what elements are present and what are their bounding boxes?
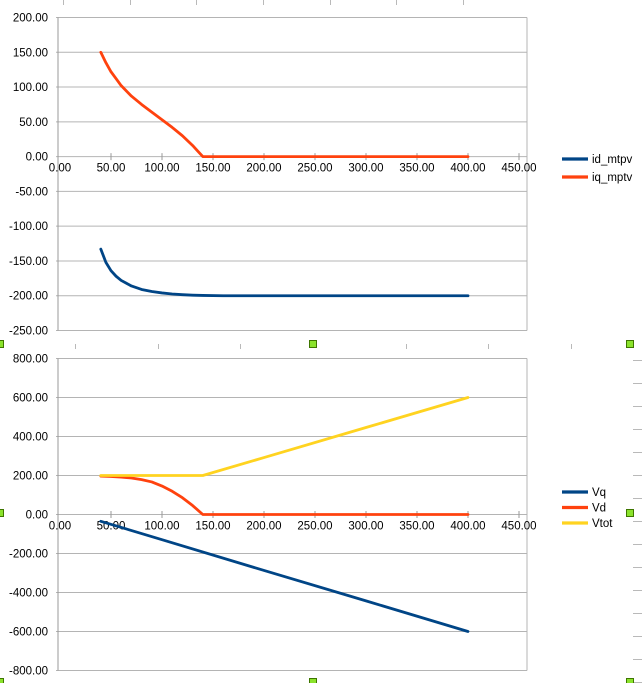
y-axis-tick-label: 400.00: [13, 432, 48, 444]
x-axis-tick-label: 100.00: [144, 521, 179, 533]
y-axis-tick-label: -800.00: [9, 666, 48, 678]
y-axis-tick-label: -50.00: [15, 186, 48, 198]
x-axis-tick-label: 150.00: [195, 521, 230, 533]
series-line-id_mtpv: [99, 247, 470, 298]
x-axis-tick-label: 200.00: [246, 163, 281, 175]
x-axis-tick-label: 0.00: [49, 521, 71, 533]
selection-handle[interactable]: [0, 340, 4, 348]
series-line-Vq: [99, 519, 470, 633]
y-axis-tick-label: -150.00: [9, 256, 48, 268]
selection-handle[interactable]: [626, 340, 634, 348]
x-axis-tick-label: 250.00: [297, 163, 332, 175]
legend-label-id_mtpv: id_mtpv: [592, 154, 633, 166]
chart-canvas-0: 200.00150.00100.0050.000.00-50.00-100.00…: [9, 13, 633, 338]
sheet-column-separator-tick: [63, 0, 64, 5]
x-axis-tick-label: 350.00: [399, 521, 434, 533]
series-line-Vd: [99, 474, 470, 516]
y-axis-tick-label: -200.00: [9, 549, 48, 561]
sheet-row-gridline: [633, 360, 642, 361]
y-axis-tick-label: -400.00: [9, 588, 48, 600]
x-axis-tick-label: 100.00: [144, 163, 179, 175]
y-axis-tick-label: 0.00: [26, 152, 48, 164]
sheet-row-gridline: [633, 636, 642, 637]
chart-canvas-1: 800.00 600.00 400.00 200.00 0.00 -200.00 -400.…: [9, 354, 613, 678]
sheet-row-gridline: [633, 567, 642, 568]
x-axis-tick-label: 300.00: [348, 163, 383, 175]
x-axis-tick-label: 300.00: [348, 521, 383, 533]
sheet-column-separator-tick: [488, 344, 489, 349]
y-axis-tick-label: 50.00: [19, 117, 48, 129]
legend-label-iq_mptv: iq_mptv: [592, 172, 633, 184]
sheet-column-separator-tick: [240, 344, 241, 349]
selection-handle[interactable]: [626, 509, 634, 517]
sheet-column-separator-tick: [196, 0, 197, 5]
x-axis-tick-label: 200.00: [246, 521, 281, 533]
sheet-row-gridline: [633, 613, 642, 614]
selection-handle[interactable]: [309, 340, 317, 348]
sheet-row-gridline: [633, 429, 642, 430]
sheet-row-gridline: [633, 590, 642, 591]
selection-handle[interactable]: [0, 509, 4, 517]
sheet-row-gridline: [633, 475, 642, 476]
sheet-column-separator-tick: [263, 0, 264, 5]
sheet-column-separator-tick: [158, 344, 159, 349]
x-axis-tick-label: 150.00: [195, 163, 230, 175]
sheet-row-gridline: [633, 406, 642, 407]
sheet-column-separator-tick: [406, 344, 407, 349]
sheet-column-separator-tick: [330, 0, 331, 5]
sheet-column-separator-tick: [463, 0, 464, 5]
sheet-row-gridline: [633, 498, 642, 499]
selection-handle[interactable]: [626, 678, 634, 683]
selection-handle[interactable]: [309, 678, 317, 683]
y-axis-tick-label: 150.00: [13, 47, 48, 59]
legend-label-Vtot: Vtot: [592, 518, 613, 530]
sheet-row-gridline: [633, 383, 642, 384]
bottom-chart-object[interactable]: 800.00 600.00 400.00 200.00 0.00 -200.00 -400.…: [0, 343, 642, 683]
y-axis-tick-label: 200.00: [13, 471, 48, 483]
legend-label-Vq: Vq: [592, 487, 606, 499]
y-axis-tick-label: 200.00: [13, 13, 48, 25]
y-axis-tick-label: -600.00: [9, 627, 48, 639]
y-axis-tick-label: 800.00: [13, 354, 48, 366]
sheet-column-separator-tick: [130, 0, 131, 5]
x-axis-tick-label: 450.00: [501, 521, 536, 533]
y-axis-tick-label: 100.00: [13, 82, 48, 94]
top-chart-object[interactable]: 200.00 150.00 100.00 50.00 0.00 -50.00 -100.00…: [0, 0, 642, 343]
x-axis-tick-label: 0.00: [49, 163, 71, 175]
y-axis-tick-label: 600.00: [13, 393, 48, 405]
sheet-column-separator-tick: [75, 344, 76, 349]
sheet-row-gridline: [633, 452, 642, 453]
legend-label-Vd: Vd: [592, 503, 606, 515]
y-axis-tick-label: -200.00: [9, 291, 48, 303]
sheet-column-separator-tick: [396, 0, 397, 5]
x-axis-tick-label: 400.00: [450, 521, 485, 533]
y-axis-tick-label: -250.00: [9, 326, 48, 338]
y-axis-tick-label: 0.00: [26, 510, 48, 522]
x-axis-tick-label: 350.00: [399, 163, 434, 175]
series-line-iq_mptv: [99, 50, 470, 159]
sheet-column-separator-tick: [571, 344, 572, 349]
sheet-row-gridline: [633, 544, 642, 545]
x-axis-tick-label: 450.00: [501, 163, 536, 175]
x-axis-tick-label: 400.00: [450, 163, 485, 175]
sheet-row-gridline: [633, 521, 642, 522]
x-axis-tick-label: 250.00: [297, 521, 332, 533]
x-axis-tick-label: 50.00: [97, 163, 126, 175]
series-line-Vtot: [99, 396, 470, 477]
sheet-row-gridline: [633, 659, 642, 660]
y-axis-tick-label: -100.00: [9, 221, 48, 233]
selection-handle[interactable]: [0, 678, 4, 683]
